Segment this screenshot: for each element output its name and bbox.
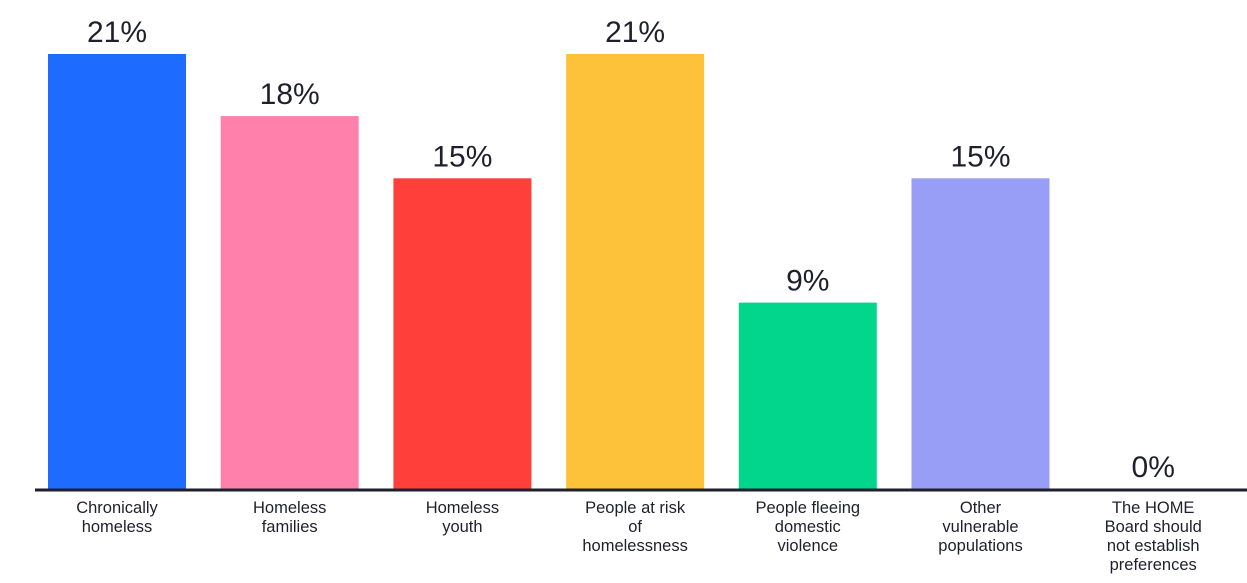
data-label-6: 15% <box>950 140 1010 173</box>
data-label-1: 21% <box>87 16 147 49</box>
bar-6 <box>911 178 1050 490</box>
bars-group <box>48 54 1050 490</box>
bar-5 <box>738 302 877 489</box>
category-label-line: The HOME <box>1112 499 1195 517</box>
category-label-line: Board should <box>1105 518 1202 536</box>
category-label-line: preferences <box>1110 556 1197 574</box>
category-label-7: The HOME Board should not establish prefere… <box>1105 499 1202 574</box>
category-label-5: People fleeing domestic violence <box>756 499 861 555</box>
category-label-line: youth <box>442 518 482 536</box>
data-label-7: 0% <box>1132 451 1175 484</box>
category-label-3: Homeless youth <box>426 499 499 536</box>
category-label-line: of <box>628 518 642 536</box>
category-label-2: Homeless families <box>253 499 326 536</box>
category-label-line: violence <box>778 537 839 555</box>
data-label-4: 21% <box>605 16 665 49</box>
bar-2 <box>220 116 359 489</box>
category-label-line: families <box>262 518 318 536</box>
category-label-4: People at risk of homelessness <box>582 499 687 555</box>
category-label-line: homeless <box>82 518 153 536</box>
bar-4 <box>566 54 705 489</box>
category-label-line: domestic <box>775 518 841 536</box>
data-label-3: 15% <box>432 140 492 173</box>
category-label-line: Homeless <box>426 499 499 517</box>
category-label-line: People fleeing <box>756 499 861 517</box>
category-label-1: Chronically homeless <box>76 499 158 536</box>
data-label-5: 9% <box>786 265 829 298</box>
data-label-2: 18% <box>260 78 320 111</box>
category-label-line: vulnerable <box>942 518 1018 536</box>
category-label-6: Other vulnerable populations <box>938 499 1022 555</box>
category-label-line: homelessness <box>582 537 687 555</box>
category-label-line: not establish <box>1107 537 1200 555</box>
category-label-line: Homeless <box>253 499 326 517</box>
value-labels-group: 21% 18% 15% 21% 9% 15% 0% <box>87 16 1175 484</box>
category-label-line: Chronically <box>76 499 158 517</box>
category-label-line: populations <box>938 537 1022 555</box>
category-label-line: People at risk <box>585 499 686 517</box>
category-label-line: Other <box>960 499 1002 517</box>
bar-3 <box>393 178 532 490</box>
bar-1 <box>48 54 186 489</box>
